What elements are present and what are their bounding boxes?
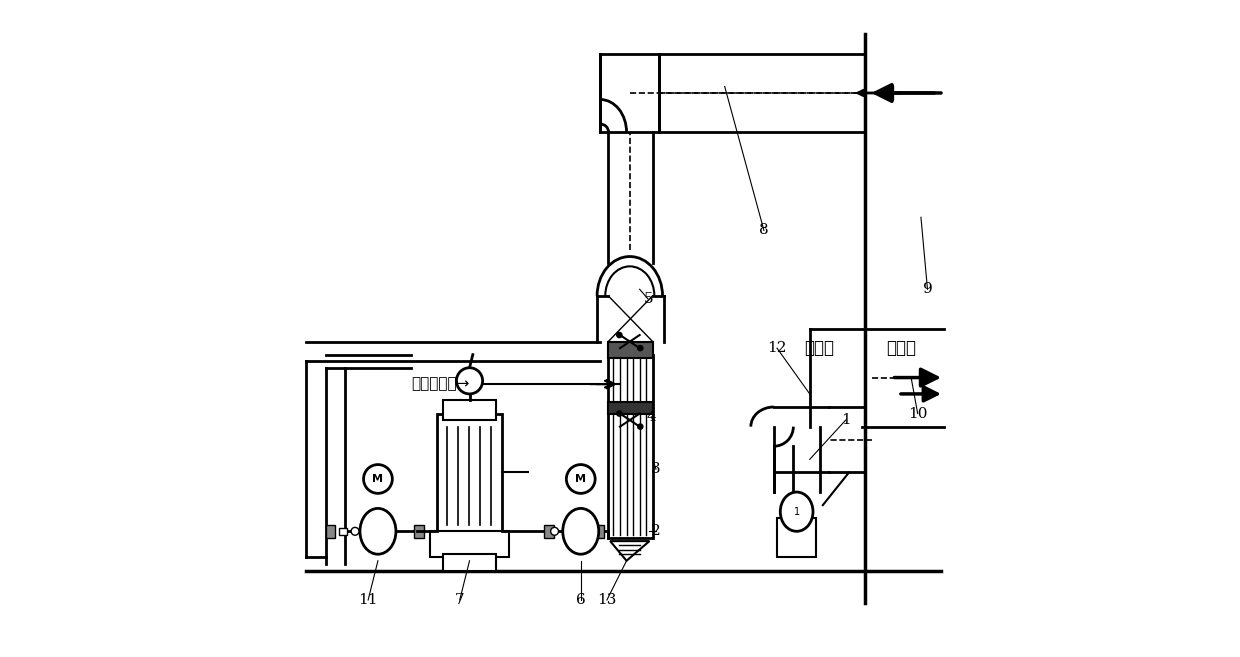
Text: 6: 6 [575, 593, 585, 607]
Text: 1: 1 [841, 413, 851, 427]
Text: 1: 1 [794, 507, 800, 516]
Circle shape [637, 424, 642, 429]
Bar [430, 532, 508, 558]
Text: 12: 12 [768, 341, 786, 355]
Text: 5: 5 [644, 292, 653, 306]
Bar [609, 355, 652, 538]
Polygon shape [610, 541, 650, 560]
Text: 热源或冷媒→: 热源或冷媒→ [412, 376, 470, 392]
Bar [444, 401, 496, 420]
Circle shape [616, 332, 622, 338]
Text: 10: 10 [908, 407, 928, 420]
Bar [444, 555, 496, 570]
Text: 8: 8 [759, 223, 769, 237]
Text: 2: 2 [651, 524, 661, 538]
Circle shape [456, 368, 482, 394]
Bar [436, 413, 502, 532]
Bar [609, 342, 652, 358]
Ellipse shape [360, 509, 396, 555]
Bar [563, 525, 570, 538]
Circle shape [567, 464, 595, 493]
Circle shape [351, 528, 358, 535]
Text: 3: 3 [651, 462, 661, 476]
Circle shape [637, 346, 642, 351]
Ellipse shape [780, 492, 813, 532]
Circle shape [363, 464, 392, 493]
Bar [544, 525, 554, 538]
Text: M: M [575, 474, 587, 484]
Text: 4: 4 [646, 410, 656, 424]
Circle shape [551, 528, 558, 535]
Circle shape [616, 411, 622, 416]
Bar [326, 525, 335, 538]
Text: 11: 11 [358, 593, 378, 607]
Bar [414, 525, 424, 538]
Ellipse shape [563, 509, 599, 555]
Text: 车间外: 车间外 [805, 339, 835, 357]
Text: 9: 9 [923, 283, 932, 296]
Bar [777, 518, 816, 558]
Text: 13: 13 [598, 593, 616, 607]
Bar [339, 528, 346, 535]
Text: 7: 7 [455, 593, 465, 607]
Text: 车间内: 车间内 [887, 339, 916, 357]
Bar [609, 402, 652, 413]
Text: M: M [372, 474, 383, 484]
Bar [594, 525, 604, 538]
